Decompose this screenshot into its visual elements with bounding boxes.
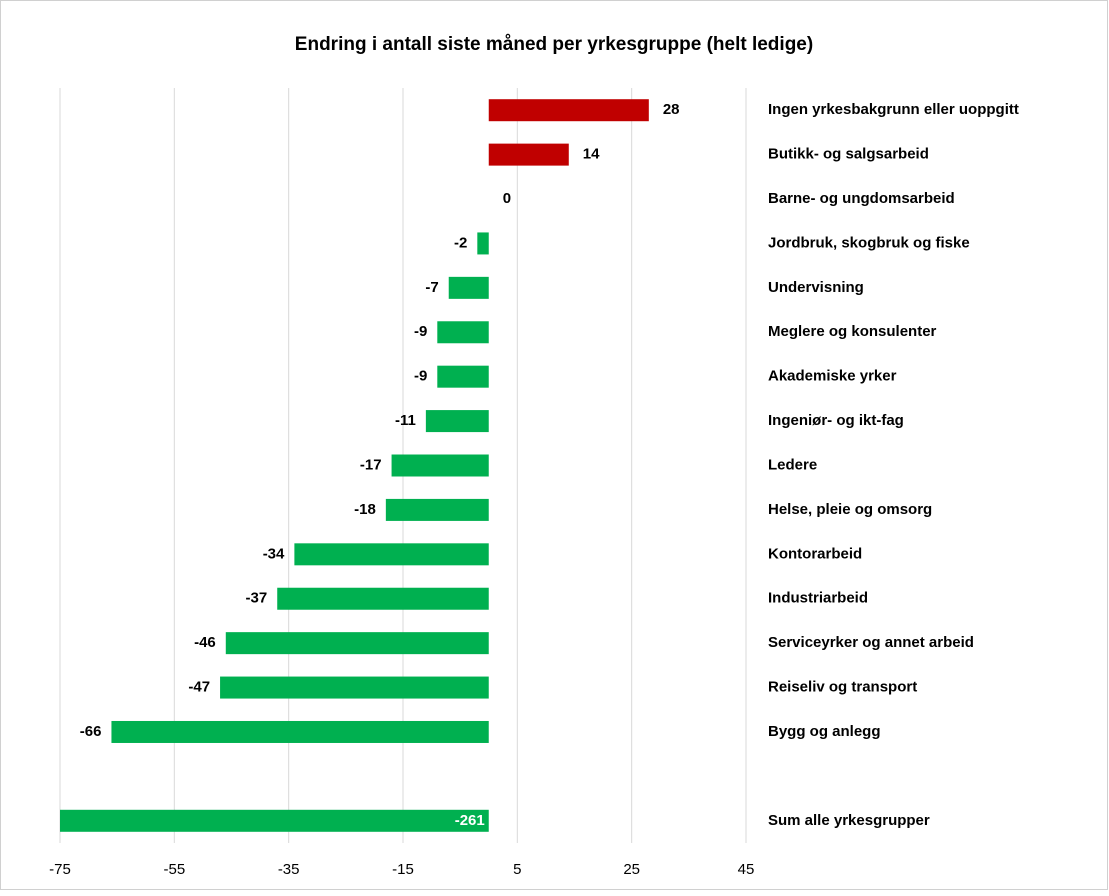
bar: [111, 720, 489, 743]
value-label: -34: [263, 545, 285, 562]
bar: [477, 232, 489, 255]
value-label: -66: [80, 723, 102, 740]
bar: [437, 365, 489, 388]
x-tick-label: 25: [623, 861, 640, 878]
category-label: Ledere: [768, 456, 817, 473]
category-label: Akademiske yrker: [768, 368, 897, 385]
value-label: -9: [414, 368, 427, 385]
bar: [225, 632, 489, 655]
bar: [448, 276, 489, 299]
value-label: -37: [246, 590, 268, 607]
category-label: Undervisning: [768, 279, 864, 296]
category-label: Sum alle yrkesgrupper: [768, 812, 930, 829]
value-label: -261: [455, 812, 485, 829]
value-label: -7: [425, 279, 438, 296]
chart-title: Endring i antall siste måned per yrkesgr…: [295, 34, 813, 55]
bar: [294, 543, 489, 566]
bar: [277, 587, 489, 610]
x-tick-label: 5: [513, 861, 521, 878]
bar: [385, 498, 489, 521]
category-label: Reiseliv og transport: [768, 679, 917, 696]
category-label: Barne- og ungdomsarbeid: [768, 190, 955, 207]
bar: [220, 676, 489, 699]
category-label: Jordbruk, skogbruk og fiske: [768, 234, 970, 251]
x-tick-label: -75: [49, 861, 71, 878]
value-label: -11: [395, 412, 416, 429]
x-tick-label: -15: [392, 861, 414, 878]
x-tick-label: -55: [163, 861, 185, 878]
category-label: Serviceyrker og annet arbeid: [768, 634, 974, 651]
value-label: 14: [583, 146, 600, 163]
bar: [60, 809, 489, 832]
value-label: -47: [188, 679, 210, 696]
value-label: -17: [360, 456, 382, 473]
value-label: 28: [663, 101, 680, 118]
category-label: Helse, pleie og omsorg: [768, 501, 932, 518]
category-label: Bygg og anlegg: [768, 723, 881, 740]
x-tick-label: -35: [278, 861, 300, 878]
bar: [391, 454, 489, 477]
category-label: Ingen yrkesbakgrunn eller uoppgitt: [768, 101, 1019, 118]
category-label: Ingeniør- og ikt-fag: [768, 412, 904, 429]
value-label: -18: [354, 501, 376, 518]
value-label: -9: [414, 323, 427, 340]
value-label: -2: [454, 234, 467, 251]
category-label: Industriarbeid: [768, 590, 868, 607]
bar: [488, 143, 569, 166]
category-label: Meglere og konsulenter: [768, 323, 937, 340]
value-label: 0: [503, 190, 511, 207]
bar: [437, 321, 489, 344]
category-label: Kontorarbeid: [768, 545, 862, 562]
value-label: -46: [194, 634, 216, 651]
bar: [425, 410, 489, 433]
category-label: Butikk- og salgsarbeid: [768, 146, 929, 163]
x-tick-label: 45: [738, 861, 755, 878]
bar: [488, 99, 649, 122]
